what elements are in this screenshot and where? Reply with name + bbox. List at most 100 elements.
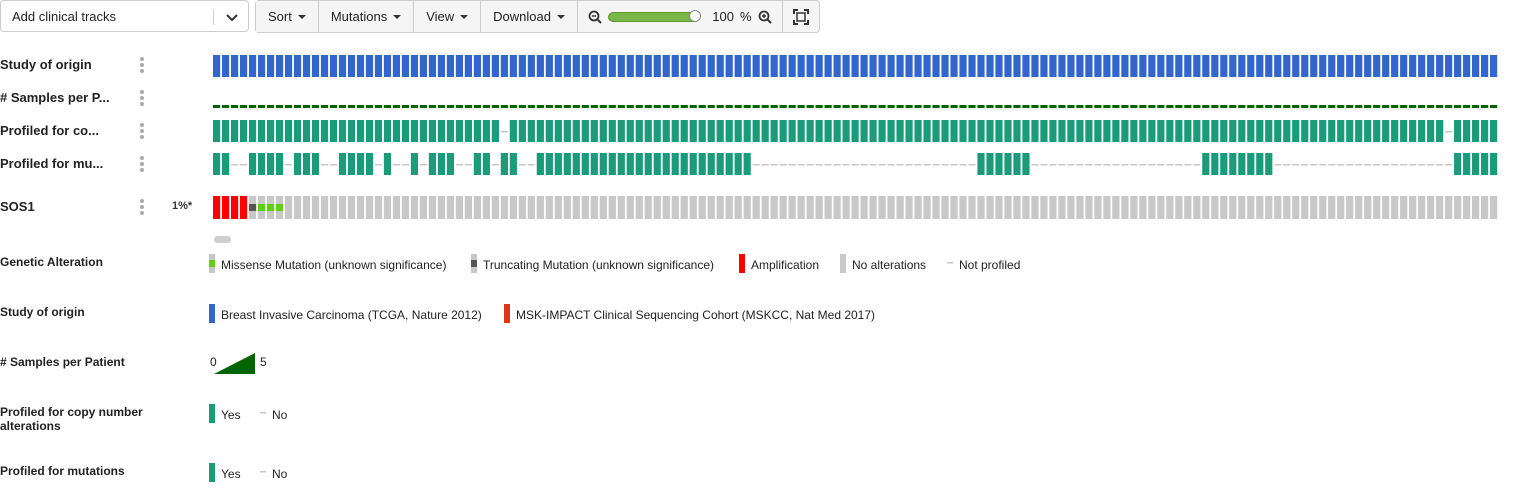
track-options-icon[interactable] <box>140 57 144 75</box>
profiled-cna-cell <box>671 120 679 142</box>
sort-button[interactable]: Sort <box>256 1 319 32</box>
gene-alteration-cell <box>383 196 392 219</box>
study-of-origin-cell <box>653 55 661 77</box>
samples-per-patient-cell <box>1202 105 1210 108</box>
samples-per-patient-cell <box>284 105 293 108</box>
profiled-mutations-cell <box>1481 153 1489 175</box>
study-of-origin-cell <box>824 55 832 77</box>
track-options-icon[interactable] <box>140 123 144 141</box>
gene-alteration-cell <box>1040 196 1048 219</box>
oncoprint-heatmap[interactable] <box>212 50 1502 245</box>
profiled-cna-cell <box>878 120 886 142</box>
zoom-out-icon[interactable] <box>588 10 602 24</box>
study-of-origin-cell <box>1247 55 1255 77</box>
gene-alteration-cell <box>230 196 239 219</box>
profiled-mutations-cell <box>788 164 796 166</box>
gene-alteration-cell <box>284 196 293 219</box>
mutations-button[interactable]: Mutations <box>318 1 415 32</box>
track-options-icon[interactable] <box>140 199 144 217</box>
samples-per-patient-cell <box>302 105 311 108</box>
study-of-origin-cell <box>1139 55 1147 77</box>
samples-per-patient-cell <box>1067 105 1075 108</box>
profiled-cna-cell <box>213 120 221 142</box>
profiled-mutations-cell <box>617 153 625 175</box>
mutations-label: Mutations <box>330 9 388 24</box>
view-button[interactable]: View <box>414 1 482 32</box>
samples-per-patient-cell <box>914 105 922 108</box>
profiled-cna-cell <box>527 120 535 142</box>
study-of-origin-cell <box>806 55 814 77</box>
fit-to-screen-button[interactable] <box>783 1 819 32</box>
track-options-icon[interactable] <box>140 156 144 174</box>
samples-per-patient-cell <box>797 105 805 108</box>
samples-per-patient-cell <box>743 105 751 108</box>
zoom-slider-handle[interactable] <box>689 9 701 22</box>
profiled-cna-cell <box>1112 120 1120 142</box>
profiled-mutations-cell <box>221 153 230 175</box>
study-of-origin-cell <box>590 55 598 77</box>
study-of-origin-cell <box>338 55 347 77</box>
truncating-legend-swatch <box>471 254 477 273</box>
study-of-origin-cell <box>635 55 643 77</box>
samples-per-patient-cell <box>779 105 787 108</box>
profiled-cna-cell <box>851 120 859 142</box>
profiled-cna-cell <box>806 120 814 142</box>
samples-legend-min: 0 <box>210 355 217 369</box>
study-of-origin-cell <box>221 55 230 77</box>
study-of-origin-cell <box>482 55 490 77</box>
samples-per-patient-cell <box>950 105 958 108</box>
profiled-no-swatch <box>260 412 266 414</box>
gene-alteration-cell <box>428 196 437 219</box>
samples-per-patient-cell <box>392 105 401 108</box>
missense-mutation-mark <box>257 204 266 211</box>
study-of-origin-cell <box>1130 55 1138 77</box>
profiled-cna-cell <box>1211 120 1219 142</box>
profiled-mutations-cell <box>419 164 428 166</box>
profiled-cna-cell <box>401 120 410 142</box>
gene-alteration-cell <box>1220 196 1228 219</box>
profiled-mutations-cell <box>1310 164 1318 166</box>
zoom-slider[interactable] <box>608 9 701 22</box>
profiled-cna-cell <box>743 120 751 142</box>
profiled-mutations-cell <box>1157 164 1165 166</box>
profiled-mutations-cell <box>977 153 985 175</box>
profiled-mutations-cell <box>383 153 392 175</box>
profiled-cna-cell <box>1139 120 1147 142</box>
samples-per-patient-cell <box>230 105 239 108</box>
profiled-mutations-cell <box>1247 153 1255 175</box>
gene-alteration-cell <box>1265 196 1273 219</box>
profiled-mutations-cell <box>770 164 778 166</box>
study-of-origin-cell <box>428 55 437 77</box>
legend-title-profiled-cna: Profiled for copy number alterations <box>0 405 143 433</box>
track-options-icon[interactable] <box>140 90 144 108</box>
profiled-cna-cell <box>554 120 562 142</box>
download-button[interactable]: Download <box>481 1 578 32</box>
gene-alteration-cell <box>455 196 464 219</box>
profiled-cna-cell <box>275 120 284 142</box>
study-of-origin-cell <box>266 55 275 77</box>
profiled-mutations-cell <box>1418 164 1426 166</box>
gene-alteration-cell <box>1364 196 1372 219</box>
samples-per-patient-cell <box>527 105 535 108</box>
profiled-cna-cell <box>455 120 464 142</box>
zoom-in-icon[interactable] <box>758 10 772 24</box>
samples-per-patient-cell <box>239 105 248 108</box>
study-of-origin-cell <box>275 55 284 77</box>
samples-per-patient-cell <box>1049 105 1057 108</box>
chevron-down-icon[interactable] <box>223 9 241 27</box>
study-of-origin-cell <box>851 55 859 77</box>
add-clinical-tracks-select[interactable]: Add clinical tracks <box>0 0 249 32</box>
profiled-mutations-cell <box>1355 164 1363 166</box>
gene-alteration-cell <box>608 196 616 219</box>
gene-alteration-percent: 1%* <box>172 200 193 212</box>
samples-per-patient-cell <box>365 105 374 108</box>
gene-alteration-cell <box>293 196 302 219</box>
profiled-mutations-cell <box>428 153 437 175</box>
horizontal-scrollbar-thumb[interactable] <box>214 236 231 243</box>
zoom-value[interactable]: 100 <box>712 9 734 24</box>
samples-per-patient-cell <box>725 105 733 108</box>
samples-per-patient-cell <box>1301 105 1309 108</box>
gene-alteration-cell <box>1274 196 1282 219</box>
profiled-cna-cell <box>338 120 347 142</box>
select-separator <box>213 9 214 25</box>
